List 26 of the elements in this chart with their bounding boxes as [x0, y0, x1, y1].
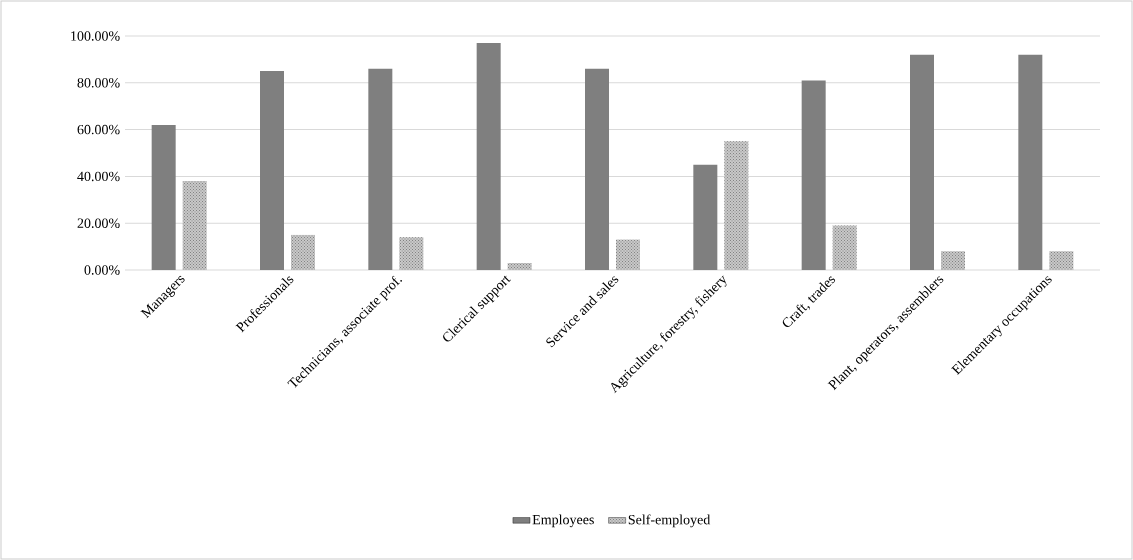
y-tick-label: 100.00%	[71, 31, 120, 41]
bar	[476, 43, 501, 270]
bar	[182, 181, 207, 270]
legend-label: Self-employed	[628, 514, 711, 528]
bar	[585, 68, 609, 270]
bar	[693, 164, 718, 270]
bar	[507, 262, 532, 270]
bar	[616, 239, 640, 270]
y-tick-label: 0.00%	[84, 265, 120, 275]
bar	[1049, 251, 1074, 270]
legend-label: Employees	[532, 514, 594, 528]
bar	[832, 225, 857, 270]
bar	[399, 237, 424, 270]
y-tick-label: 80.00%	[77, 78, 120, 88]
y-tick-label: 60.00%	[77, 124, 120, 135]
bar	[941, 251, 965, 270]
bar	[724, 141, 749, 270]
y-tick-label: 20.00%	[77, 218, 120, 228]
bar	[910, 54, 934, 270]
bar	[368, 68, 393, 270]
bar	[291, 234, 315, 270]
bar	[151, 124, 176, 270]
y-tick-label: 40.00%	[77, 171, 120, 182]
bar	[801, 80, 826, 270]
bar	[260, 71, 284, 270]
bar	[1018, 54, 1043, 270]
